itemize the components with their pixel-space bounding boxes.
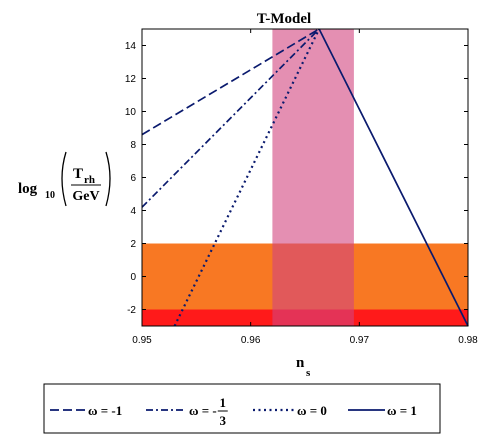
legend-label-3: ω = 1	[387, 403, 417, 418]
x-label-sub: s	[306, 367, 311, 379]
y-tick-label: 8	[130, 140, 136, 151]
legend-label-1: ω = -	[189, 403, 217, 418]
series-layer	[141, 28, 469, 327]
legend-fraction-den: 3	[220, 413, 227, 428]
y-label-prefix-sub: 10	[45, 190, 55, 201]
series-line-1	[141, 28, 320, 208]
y-tick-label: 2	[130, 239, 136, 250]
y-tick-label: 14	[125, 41, 137, 52]
series-line-0	[141, 28, 320, 136]
y-label-left-paren	[61, 151, 67, 207]
y-label-right-paren	[105, 151, 111, 207]
x-tick-label: 0.95	[132, 335, 152, 346]
y-label-den: GeV	[72, 189, 99, 204]
y-tick-label: -2	[127, 305, 136, 316]
y-tick-label: 6	[130, 173, 136, 184]
legend-label-2: ω = 0	[297, 403, 327, 418]
x-axis-label: n s	[296, 355, 311, 379]
legend-box	[43, 383, 441, 434]
legend-label-0: ω = -1	[88, 403, 122, 418]
bands-layer	[142, 29, 468, 326]
y-tick-label: 12	[125, 74, 137, 85]
legend-entries: ω = -1 ω = -1 3 ω = 0 ω = 1	[50, 395, 417, 428]
y-axis-label: log 10 T rh GeV	[18, 151, 111, 207]
ticks-layer: -2 0 2 4 6 8 10 12 14 0.95 0.96 0.97 0.98	[125, 29, 478, 346]
x-tick-label: 0.96	[241, 335, 261, 346]
x-label-main: n	[296, 355, 305, 371]
y-tick-label: 4	[130, 206, 136, 217]
series-line-2	[173, 28, 321, 327]
legend-fraction-num: 1	[220, 395, 227, 410]
x-tick-label: 0.97	[350, 335, 370, 346]
band-vertical-2	[272, 29, 354, 326]
y-tick-label: 10	[125, 107, 137, 118]
y-label-num-sub: rh	[84, 174, 95, 186]
chart-title: T-Model	[257, 11, 311, 27]
y-label-num: T	[73, 166, 83, 182]
series-line-3	[318, 28, 469, 327]
y-tick-label: 0	[130, 272, 136, 283]
y-label-prefix: log	[18, 181, 38, 197]
x-tick-label: 0.98	[458, 335, 478, 346]
legend: ω = -1 ω = -1 3 ω = 0 ω = 1	[43, 383, 441, 434]
